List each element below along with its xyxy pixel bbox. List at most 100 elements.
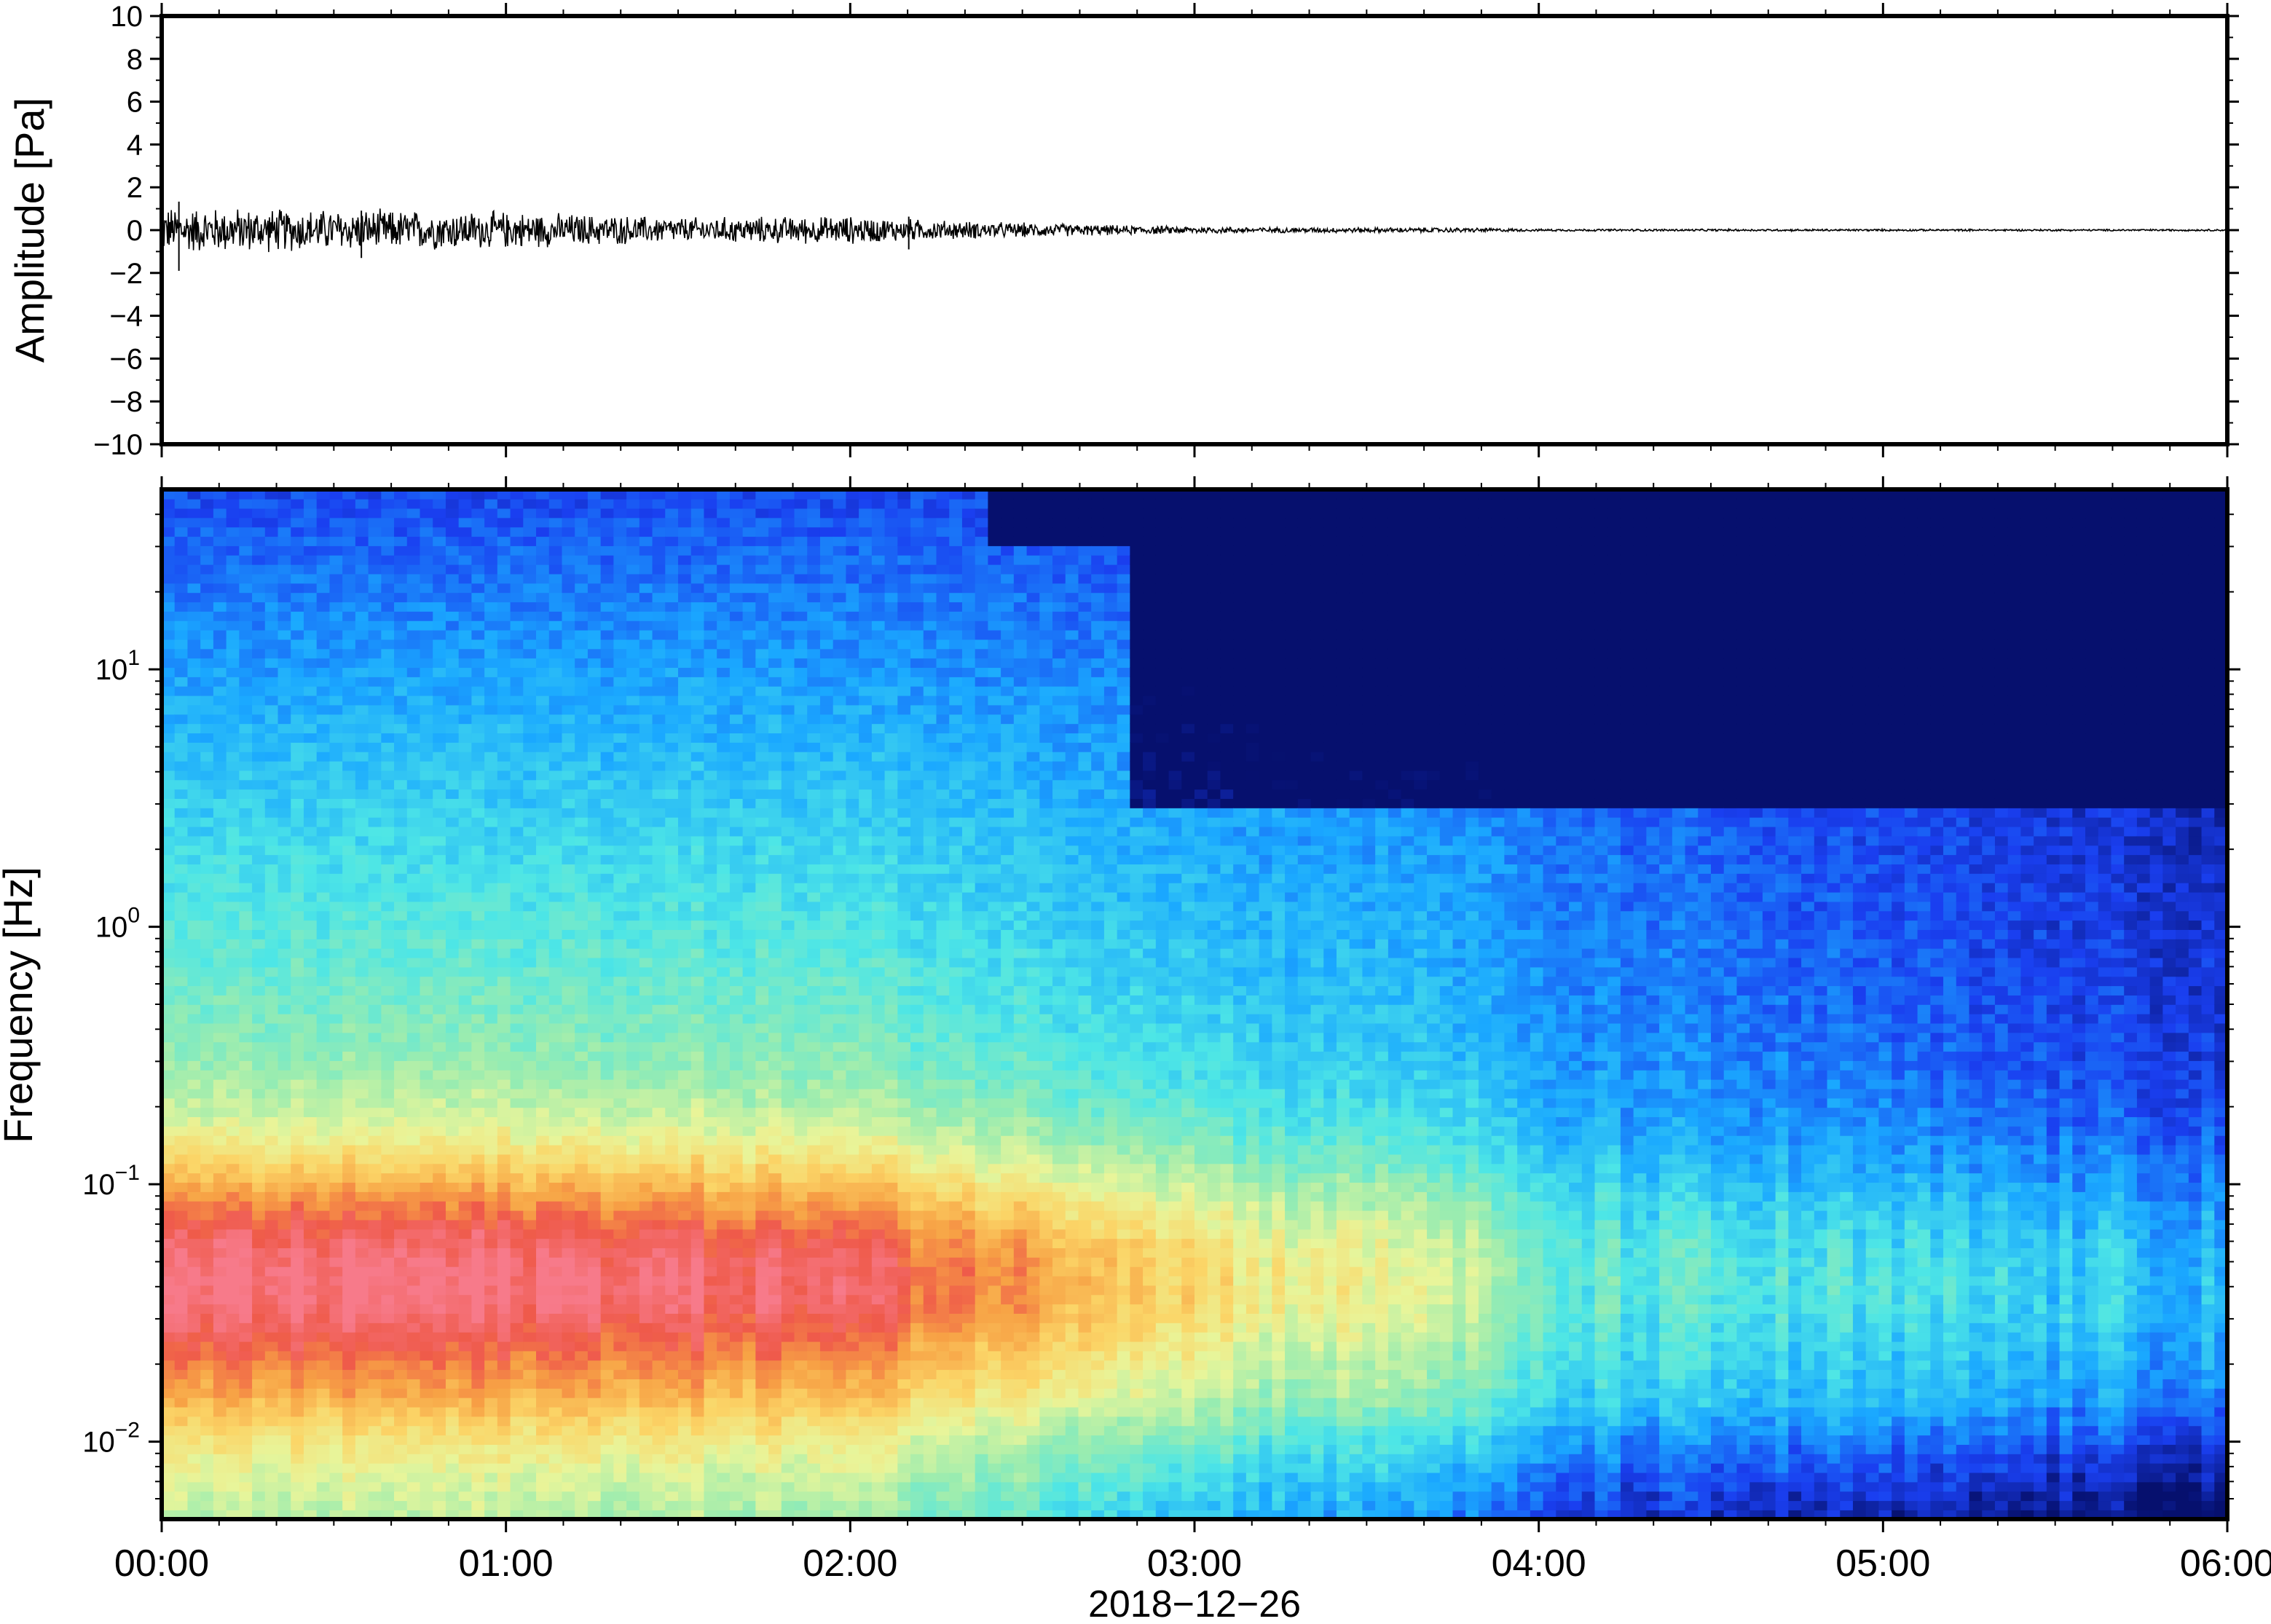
spectrogram-cell (613, 1482, 627, 1492)
spectrogram-cell (639, 902, 653, 912)
spectrogram-cell (575, 1294, 589, 1304)
spectrogram-cell (420, 667, 434, 677)
spectrogram-cell (175, 789, 189, 799)
spectrogram-cell (446, 1266, 460, 1277)
spectrogram-cell (446, 1257, 460, 1267)
spectrogram-cell (691, 723, 705, 733)
spectrogram-cell (420, 995, 434, 1005)
spectrogram-cell (665, 1135, 679, 1146)
spectrogram-cell (407, 752, 421, 762)
spectrogram-cell (613, 527, 627, 537)
spectrogram-cell (484, 1210, 498, 1221)
spectrogram-cell (549, 564, 563, 575)
spectrogram-cell (252, 705, 266, 715)
amplitude-tick-label: 6 (127, 87, 143, 119)
spectrogram-cell (484, 1126, 498, 1136)
spectrogram-cell (717, 948, 731, 958)
spectrogram-cell (239, 752, 253, 762)
spectrogram-cell (329, 948, 343, 958)
spectrogram-cell (717, 1116, 731, 1127)
spectrogram-cell (471, 1154, 485, 1164)
spectrogram-cell (471, 1360, 485, 1370)
spectrogram-cell (626, 967, 640, 977)
spectrogram-cell (730, 1473, 744, 1483)
spectrogram-cell (730, 1482, 744, 1492)
spectrogram-cell (433, 1116, 446, 1127)
spectrogram-cell (355, 508, 369, 519)
spectrogram-cell (278, 929, 292, 939)
spectrogram-cell (484, 1500, 498, 1510)
spectrogram-cell (536, 1454, 550, 1464)
spectrogram-cell (407, 1098, 421, 1108)
spectrogram-cell (639, 1098, 653, 1108)
spectrogram-cell (265, 948, 279, 958)
spectrogram-cell (381, 1033, 395, 1043)
spectrogram-cell (691, 985, 705, 996)
spectrogram-cell (369, 817, 382, 827)
spectrogram-cell (200, 1407, 214, 1417)
spectrogram-cell (200, 967, 214, 977)
spectrogram-cell (200, 1220, 214, 1230)
spectrogram-cell (717, 1107, 731, 1117)
spectrogram-cell (239, 1313, 253, 1323)
spectrogram-cell (355, 1238, 369, 1248)
spectrogram-cell (691, 1454, 705, 1464)
spectrogram-cell (265, 1014, 279, 1024)
spectrogram-cell (433, 695, 446, 706)
spectrogram-cell (420, 1023, 434, 1033)
spectrogram-cell (329, 742, 343, 752)
spectrogram-cell (187, 1257, 201, 1267)
spectrogram-cell (601, 1154, 615, 1164)
spectrogram-cell (265, 976, 279, 986)
spectrogram-cell (433, 798, 446, 808)
spectrogram-cell (562, 1351, 575, 1361)
spectrogram-cell (175, 1416, 189, 1427)
spectrogram-cell (626, 1454, 640, 1464)
spectrogram-cell (613, 1033, 627, 1043)
spectrogram-cell (484, 583, 498, 594)
spectrogram-cell (213, 1041, 227, 1052)
spectrogram-cell (369, 1500, 382, 1510)
spectrogram-cell (317, 1135, 331, 1146)
spectrogram-cell (639, 508, 653, 519)
spectrogram-cell (639, 1004, 653, 1014)
spectrogram-cell (484, 770, 498, 781)
spectrogram-cell (342, 752, 356, 762)
spectrogram-cell (304, 1398, 318, 1408)
spectrogram-cell (588, 985, 602, 996)
spectrogram-cell (355, 1172, 369, 1183)
spectrogram-cell (407, 1473, 421, 1483)
spectrogram-cell (342, 910, 356, 921)
spectrogram-cell (304, 1500, 318, 1510)
spectrogram-cell (446, 602, 460, 612)
spectrogram-cell (523, 920, 537, 930)
spectrogram-cell (187, 1313, 201, 1323)
spectrogram-cell (484, 705, 498, 715)
spectrogram-cell (678, 808, 692, 818)
spectrogram-cell (265, 611, 279, 621)
spectrogram-cell (471, 1182, 485, 1192)
spectrogram-cell (575, 1379, 589, 1389)
spectrogram-cell (239, 1398, 253, 1408)
spectrogram-cell (369, 1201, 382, 1211)
spectrogram-cell (704, 1116, 717, 1127)
spectrogram-cell (369, 1004, 382, 1014)
spectrogram-cell (278, 798, 292, 808)
spectrogram-cell (239, 1463, 253, 1473)
spectrogram-cell (562, 1135, 575, 1146)
spectrogram-cell (704, 1238, 717, 1248)
spectrogram-cell (213, 1425, 227, 1435)
spectrogram-cell (678, 677, 692, 687)
spectrogram-cell (304, 1435, 318, 1445)
spectrogram-cell (691, 892, 705, 902)
spectrogram-cell (691, 1257, 705, 1267)
spectrogram-cell (175, 1332, 189, 1342)
spectrogram-cell (497, 1164, 511, 1174)
spectrogram-cell (691, 667, 705, 677)
spectrogram-cell (678, 864, 692, 874)
spectrogram-cell (511, 1051, 524, 1061)
spectrogram-cell (252, 854, 266, 864)
spectrogram-cell (213, 1023, 227, 1033)
spectrogram-cell (394, 1089, 408, 1099)
spectrogram-cell (317, 1126, 331, 1136)
